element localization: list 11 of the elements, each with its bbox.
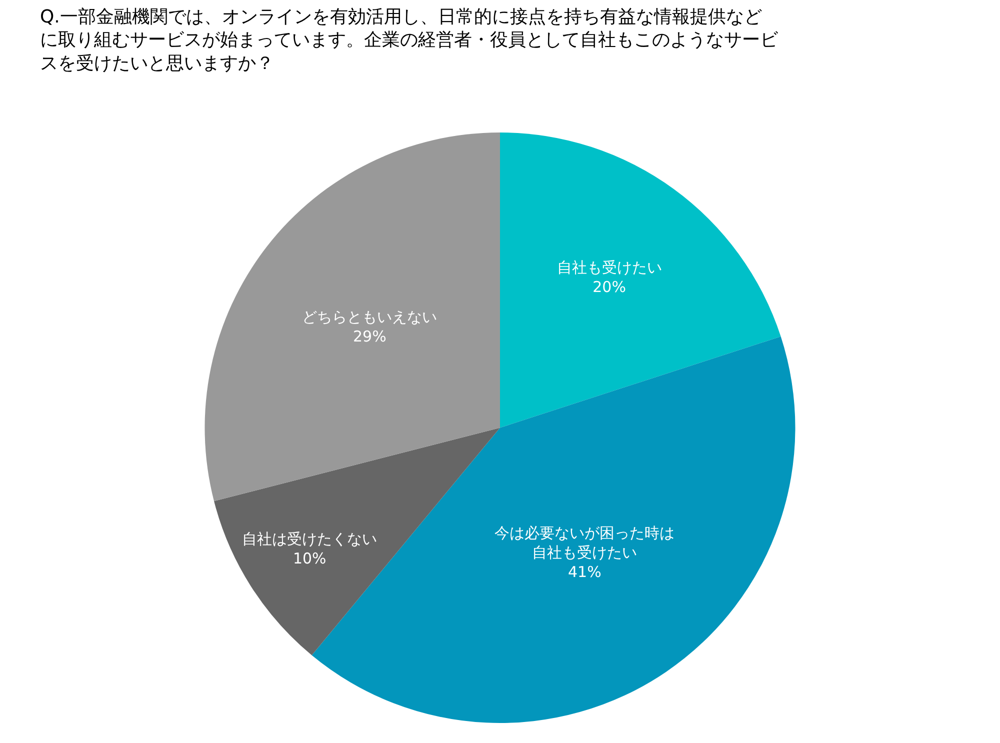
data-label: 10% — [292, 549, 326, 568]
data-label: 29% — [353, 327, 386, 346]
pie-slice — [204, 132, 500, 502]
data-label: 20% — [592, 278, 626, 296]
slice-label: 自社は受けたくない — [242, 530, 378, 548]
slice-label: 今は必要ないが困った時は自社も受けたい — [494, 524, 675, 562]
slice-label: どちらともいえない — [302, 308, 438, 326]
slice-label: 自社も受けたい — [556, 258, 662, 277]
pie-slice — [500, 132, 781, 428]
data-label: 41% — [568, 562, 602, 581]
chart-title: Q.一部金融機関では、オンラインを有効活用し、日常的に接点を持ち有益な情報提供などに取り組むサービスが始まっています。企業の経営者・役員として自社もこのようなサービスを受けたいと思いますか？ — [40, 6, 779, 74]
